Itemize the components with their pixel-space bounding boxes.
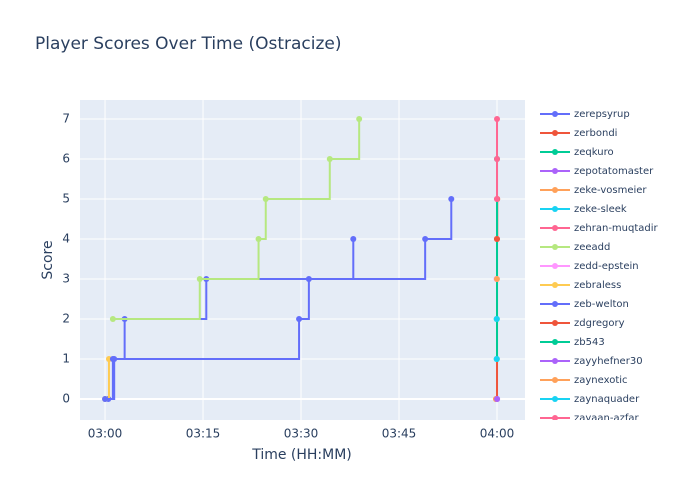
x-tick-label: 03:30 xyxy=(284,427,319,441)
legend-item[interactable]: zehran-muqtadir xyxy=(540,223,659,234)
legend-item[interactable]: zedd-epstein xyxy=(540,261,639,272)
legend-label: zeke-vosmeier xyxy=(574,185,647,196)
legend-label: zedd-epstein xyxy=(574,261,639,272)
point xyxy=(493,316,500,322)
x-axis-title: Time (HH:MM) xyxy=(251,447,352,463)
point xyxy=(296,316,303,322)
point xyxy=(493,276,500,282)
y-tick-label: 4 xyxy=(62,232,70,246)
y-tick-label: 7 xyxy=(62,112,70,126)
legend-label: zayyhefner30 xyxy=(574,356,643,367)
legend-label: zeke-sleek xyxy=(574,204,627,215)
legend-label: zeb-welton xyxy=(574,299,629,310)
legend-label: zdgregory xyxy=(574,318,625,329)
point xyxy=(494,116,501,122)
y-tick-label: 0 xyxy=(62,392,70,406)
legend-swatch-marker xyxy=(552,396,558,402)
legend-swatch-marker xyxy=(552,301,558,307)
point xyxy=(493,196,500,202)
x-tick-label: 03:00 xyxy=(88,427,123,441)
legend-label: zerepsyrup xyxy=(574,109,630,120)
legend-swatch-marker xyxy=(552,225,558,231)
legend-swatch-marker xyxy=(552,130,558,136)
point xyxy=(494,396,501,402)
point xyxy=(356,116,363,122)
plot-area xyxy=(102,116,501,402)
x-tick-label: 04:00 xyxy=(480,427,515,441)
series-line xyxy=(108,199,453,400)
point xyxy=(350,236,357,242)
x-tick-label: 03:45 xyxy=(382,427,417,441)
legend-item[interactable]: zayaan-azfar xyxy=(540,413,640,424)
y-axis-title: Score xyxy=(40,240,56,279)
legend-swatch-marker xyxy=(552,168,558,174)
y-tick-label: 3 xyxy=(62,272,70,286)
point xyxy=(305,276,312,282)
point xyxy=(109,356,116,362)
legend-swatch-marker xyxy=(552,358,558,364)
legend-swatch-marker xyxy=(552,415,558,420)
legend-item[interactable]: zaynaquader xyxy=(540,394,640,405)
legend-swatch-marker xyxy=(552,244,558,250)
x-tick-label: 03:15 xyxy=(186,427,221,441)
legend-swatch-marker xyxy=(552,187,558,193)
legend-item[interactable]: zerbondi xyxy=(540,128,617,139)
legend-item[interactable]: zeke-sleek xyxy=(540,204,627,215)
point xyxy=(262,196,269,202)
point xyxy=(448,196,455,202)
y-tick-label: 1 xyxy=(62,352,70,366)
legend-item[interactable]: zeqkuro xyxy=(540,147,614,158)
legend-label: zaynexotic xyxy=(574,375,628,386)
legend-label: zebraless xyxy=(574,280,621,291)
point xyxy=(493,236,500,242)
legend-swatch-marker xyxy=(552,206,558,212)
legend-item[interactable]: zdgregory xyxy=(540,318,625,329)
legend-item[interactable]: zayyhefner30 xyxy=(540,356,643,367)
legend-item[interactable]: zeke-vosmeier xyxy=(540,185,647,196)
legend-swatch-marker xyxy=(552,320,558,326)
legend-swatch-marker xyxy=(552,111,558,117)
legend-item[interactable]: zeeadd xyxy=(540,242,610,253)
y-tick-label: 6 xyxy=(62,152,70,166)
point xyxy=(422,236,429,242)
legend-swatch-marker xyxy=(552,149,558,155)
series-line xyxy=(112,119,361,320)
point xyxy=(493,356,500,362)
legend-item[interactable]: zerepsyrup xyxy=(540,109,630,120)
legend-swatch-marker xyxy=(552,282,558,288)
point xyxy=(102,396,109,402)
plot-background xyxy=(80,100,525,420)
legend-swatch-marker xyxy=(552,263,558,269)
legend-label: zepotatomaster xyxy=(574,166,654,177)
point xyxy=(196,276,203,282)
legend-label: zerbondi xyxy=(574,128,617,139)
legend-swatch-marker xyxy=(552,339,558,345)
legend-item[interactable]: zebraless xyxy=(540,280,621,291)
legend-item[interactable]: zepotatomaster xyxy=(540,166,654,177)
legend-label: zayaan-azfar xyxy=(574,413,640,424)
legend-item[interactable]: zeb-welton xyxy=(540,299,629,310)
point xyxy=(326,156,333,162)
y-tick-label: 5 xyxy=(62,192,70,206)
legend-label: zaynaquader xyxy=(574,394,640,405)
legend-label: zb543 xyxy=(574,337,605,348)
legend-swatch-marker xyxy=(552,377,558,383)
legend-label: zeeadd xyxy=(574,242,610,253)
legend-item[interactable]: zb543 xyxy=(540,337,605,348)
chart-title: Player Scores Over Time (Ostracize) xyxy=(35,34,342,54)
legend-label: zehran-muqtadir xyxy=(574,223,659,234)
legend-item[interactable]: zaynexotic xyxy=(540,375,628,386)
legend-label: zeqkuro xyxy=(574,147,614,158)
point xyxy=(255,236,262,242)
y-tick-label: 2 xyxy=(62,312,70,326)
legend[interactable]: zerepsyrup zerbondi zeqkuro zepotatomaster z… xyxy=(540,109,659,424)
point xyxy=(494,156,501,162)
point xyxy=(109,316,116,322)
